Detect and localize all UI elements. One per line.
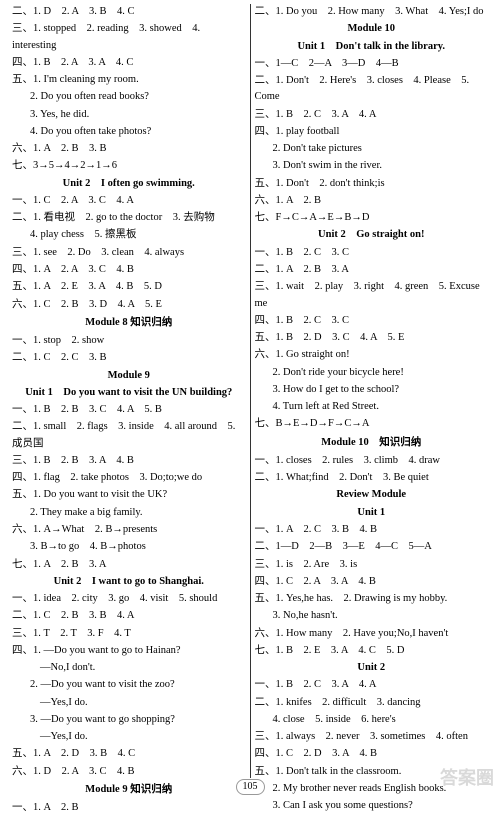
answer-line: 2. Do you often read books? [12,89,246,105]
answer-line: 四、1. flag 2. take photos 3. Do;to;we do [12,470,246,486]
answer-line: 3. Don't swim in the river. [255,158,489,174]
answer-line: 4. close 5. inside 6. here's [255,712,489,728]
answer-line: 六、1. How many 2. Have you;No,I haven't [255,626,489,642]
answer-line: 六、1. C 2. B 3. D 4. A 5. E [12,297,246,313]
answer-line: 4. Turn left at Red Street. [255,399,489,415]
answer-line: 2. Don't ride your bicycle here! [255,365,489,381]
module-title: Module 9 [12,368,246,384]
unit-title: Unit 1 Don't talk in the library. [255,39,489,55]
answer-line: 六、1. A→What 2. B→presents [12,522,246,538]
answer-line: 五、1. B 2. D 3. C 4. A 5. E [255,330,489,346]
answer-line: 六、1. Go straight on! [255,347,489,363]
answer-line: 二、1. C 2. C 3. B [12,350,246,366]
answer-line: 三、1. T 2. T 3. F 4. T [12,626,246,642]
page-container: 二、1. D 2. A 3. B 4. C 三、1. stopped 2. re… [0,0,500,780]
answer-line: 二、1. 看电视 2. go to the doctor 3. 去购物 [12,210,246,226]
answer-line: —No,I don't. [12,660,246,676]
answer-line: 三、1. B 2. B 3. A 4. B [12,453,246,469]
answer-line: 3. —Do you want to go shopping? [12,712,246,728]
answer-line: 五、1. Yes,he has. 2. Drawing is my hobby. [255,591,489,607]
answer-line: 三、1. stopped 2. reading 3. showed 4. int… [12,21,246,54]
answer-line: 一、1. A 2. C 3. B 4. B [255,522,489,538]
right-column: 二、1. Do you 2. How many 3. What 4. Yes;I… [251,4,493,778]
page-number-value: 105 [236,779,265,795]
answer-line: 二、1. Do you 2. How many 3. What 4. Yes;I… [255,4,489,20]
answer-line: 二、1. Don't 2. Here's 3. closes 4. Please… [255,73,489,106]
answer-line: 三、1. B 2. C 3. A 4. A [255,107,489,123]
answer-line: 三、1. always 2. never 3. sometimes 4. oft… [255,729,489,745]
answer-line: 四、1. play football [255,124,489,140]
answer-line: 一、1. closes 2. rules 3. climb 4. draw [255,453,489,469]
answer-line: 五、1. A 2. E 3. A 4. B 5. D [12,279,246,295]
answer-line: 二、1—D 2—B 3—E 4—C 5—A [255,539,489,555]
answer-line: 三、1. is 2. Are 3. is [255,557,489,573]
unit-title: Unit 2 Go straight on! [255,227,489,243]
answer-line: 二、1. What;find 2. Don't 3. Be quiet [255,470,489,486]
answer-line: 一、1. B 2. C 3. A 4. A [255,677,489,693]
left-column: 二、1. D 2. A 3. B 4. C 三、1. stopped 2. re… [8,4,251,778]
answer-line: —Yes,I do. [12,695,246,711]
answer-line: 一、1. B 2. C 3. C [255,245,489,261]
module-title: Module 10 [255,21,489,37]
unit-title: Unit 1 Do you want to visit the UN build… [12,385,246,401]
answer-line: 一、1. stop 2. show [12,333,246,349]
answer-line: 一、1. A 2. B [12,800,246,816]
answer-line: 三、1. wait 2. play 3. right 4. green 5. E… [255,279,489,312]
answer-line: 五、1. A 2. D 3. B 4. C [12,746,246,762]
answer-line: 4. play chess 5. 擦黑板 [12,227,246,243]
answer-line: 七、F→C→A→E→B→D [255,210,489,226]
answer-line: 一、1. B 2. B 3. C 4. A 5. B [12,402,246,418]
answer-line: 四、1. —Do you want to go to Hainan? [12,643,246,659]
answer-line: 2. They make a big family. [12,505,246,521]
module-title: Module 8 知识归纳 [12,315,246,331]
unit-title: Unit 2 I often go swimming. [12,176,246,192]
answer-line: 五、1. Don't 2. don't think;is [255,176,489,192]
answer-line: 一、1. idea 2. city 3. go 4. visit 5. shou… [12,591,246,607]
unit-title: Unit 2 [255,660,489,676]
watermark: 答案圈 [440,765,494,793]
answer-line: 四、1. A 2. A 3. C 4. B [12,262,246,278]
answer-line: 二、1. A 2. B 3. A [255,262,489,278]
module-title: Module 10 知识归纳 [255,435,489,451]
answer-line: 一、1. C 2. A 3. C 4. A [12,193,246,209]
answer-line: 三、1. see 2. Do 3. clean 4. always [12,245,246,261]
answer-line: 四、1. C 2. D 3. A 4. B [255,746,489,762]
answer-line: 二、1. C 2. B 3. B 4. A [12,608,246,624]
answer-line: 六、1. D 2. A 3. C 4. B [12,764,246,780]
answer-line: 2. —Do you want to visit the zoo? [12,677,246,693]
answer-line: —Yes,I do. [12,729,246,745]
answer-line: 五、1. I'm cleaning my room. [12,72,246,88]
answer-line: 3. B→to go 4. B→photos [12,539,246,555]
answer-line: 四、1. B 2. C 3. C [255,313,489,329]
answer-line: 一、1—C 2—A 3—D 4—B [255,56,489,72]
answer-line: 二、1. small 2. flags 3. inside 4. all aro… [12,419,246,452]
answer-line: 七、1. A 2. B 3. A [12,557,246,573]
answer-line: 四、1. C 2. A 3. A 4. B [255,574,489,590]
answer-line: 七、3→5→4→2→1→6 [12,158,246,174]
answer-line: 六、1. A 2. B 3. B [12,141,246,157]
answer-line: 3. Yes, he did. [12,107,246,123]
answer-line: 2. Don't take pictures [255,141,489,157]
answer-line: 六、1. A 2. B [255,193,489,209]
answer-line: 二、1. knifes 2. difficult 3. dancing [255,695,489,711]
answer-line: 四、1. B 2. A 3. A 4. C [12,55,246,71]
answer-line: 二、1. D 2. A 3. B 4. C [12,4,246,20]
unit-title: Unit 1 [255,505,489,521]
answer-line: 五、1. Do you want to visit the UK? [12,487,246,503]
page-number: 105 [0,779,500,795]
answer-line: 七、B→E→D→F→C→A [255,416,489,432]
answer-line: 七、1. B 2. E 3. A 4. C 5. D [255,643,489,659]
answer-line: 4. Do you often take photos? [12,124,246,140]
answer-line: 3. Can I ask you some questions? [255,798,489,814]
answer-line: 3. How do I get to the school? [255,382,489,398]
unit-title: Unit 2 I want to go to Shanghai. [12,574,246,590]
module-title: Review Module [255,487,489,503]
answer-line: 3. No,he hasn't. [255,608,489,624]
